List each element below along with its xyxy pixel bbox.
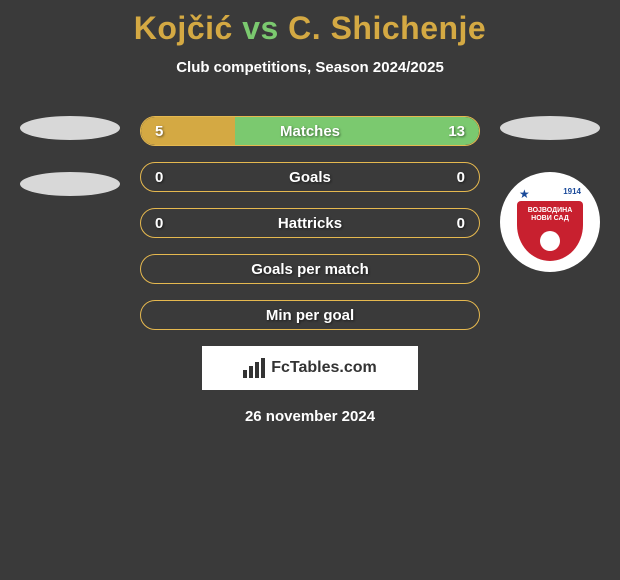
- stat-row: 0 Goals 0: [140, 162, 480, 192]
- shield-body: ВОЈВОДИНА НОВИ САД: [517, 201, 583, 261]
- stat-row: Goals per match: [140, 254, 480, 284]
- shield-line1: ВОЈВОДИНА: [517, 207, 583, 215]
- stat-value-right: 0: [457, 169, 465, 186]
- vojvodina-shield-icon: ★ 1914 ВОЈВОДИНА НОВИ САД: [515, 183, 585, 261]
- star-icon: ★: [519, 187, 530, 201]
- left-player-column: [10, 116, 130, 228]
- shield-text: ВОЈВОДИНА НОВИ САД: [517, 207, 583, 224]
- stat-fill-right: [235, 117, 479, 145]
- stat-row: 0 Hattricks 0: [140, 208, 480, 238]
- stat-label: Hattricks: [278, 215, 342, 232]
- stat-value-right: 13: [448, 123, 465, 140]
- player1-name: Kojčić: [134, 10, 233, 46]
- right-player-column: ★ 1914 ВОЈВОДИНА НОВИ САД: [490, 116, 610, 272]
- stat-value-left: 0: [155, 215, 163, 232]
- stat-value-left: 0: [155, 169, 163, 186]
- player1-club-placeholder: [20, 172, 120, 196]
- branding-box: FcTables.com: [202, 346, 418, 390]
- branding-text: FcTables.com: [271, 359, 377, 377]
- stat-value-left: 5: [155, 123, 163, 140]
- ball-icon: [540, 231, 560, 251]
- player2-photo-placeholder: [500, 116, 600, 140]
- club-year: 1914: [563, 187, 581, 201]
- vs-word: vs: [242, 10, 279, 46]
- stat-row: 5 Matches 13: [140, 116, 480, 146]
- stat-label: Min per goal: [266, 307, 354, 324]
- stat-rows: 5 Matches 13 0 Goals 0 0 Hattricks 0 Goals per ma…: [140, 116, 480, 330]
- comparison-title: Kojčić vs C. Shichenje: [0, 0, 620, 47]
- player2-club-badge: ★ 1914 ВОЈВОДИНА НОВИ САД: [500, 172, 600, 272]
- date-text: 26 november 2024: [0, 408, 620, 425]
- stats-area: ★ 1914 ВОЈВОДИНА НОВИ САД 5 Matches 13 0 Goa…: [0, 116, 620, 330]
- shield-line2: НОВИ САД: [517, 215, 583, 223]
- chart-icon: [243, 358, 265, 378]
- stat-label: Matches: [280, 123, 340, 140]
- player1-photo-placeholder: [20, 116, 120, 140]
- player2-name: C. Shichenje: [288, 10, 486, 46]
- stat-label: Goals per match: [251, 261, 369, 278]
- stat-label: Goals: [289, 169, 331, 186]
- stat-row: Min per goal: [140, 300, 480, 330]
- stat-value-right: 0: [457, 215, 465, 232]
- subtitle: Club competitions, Season 2024/2025: [0, 59, 620, 76]
